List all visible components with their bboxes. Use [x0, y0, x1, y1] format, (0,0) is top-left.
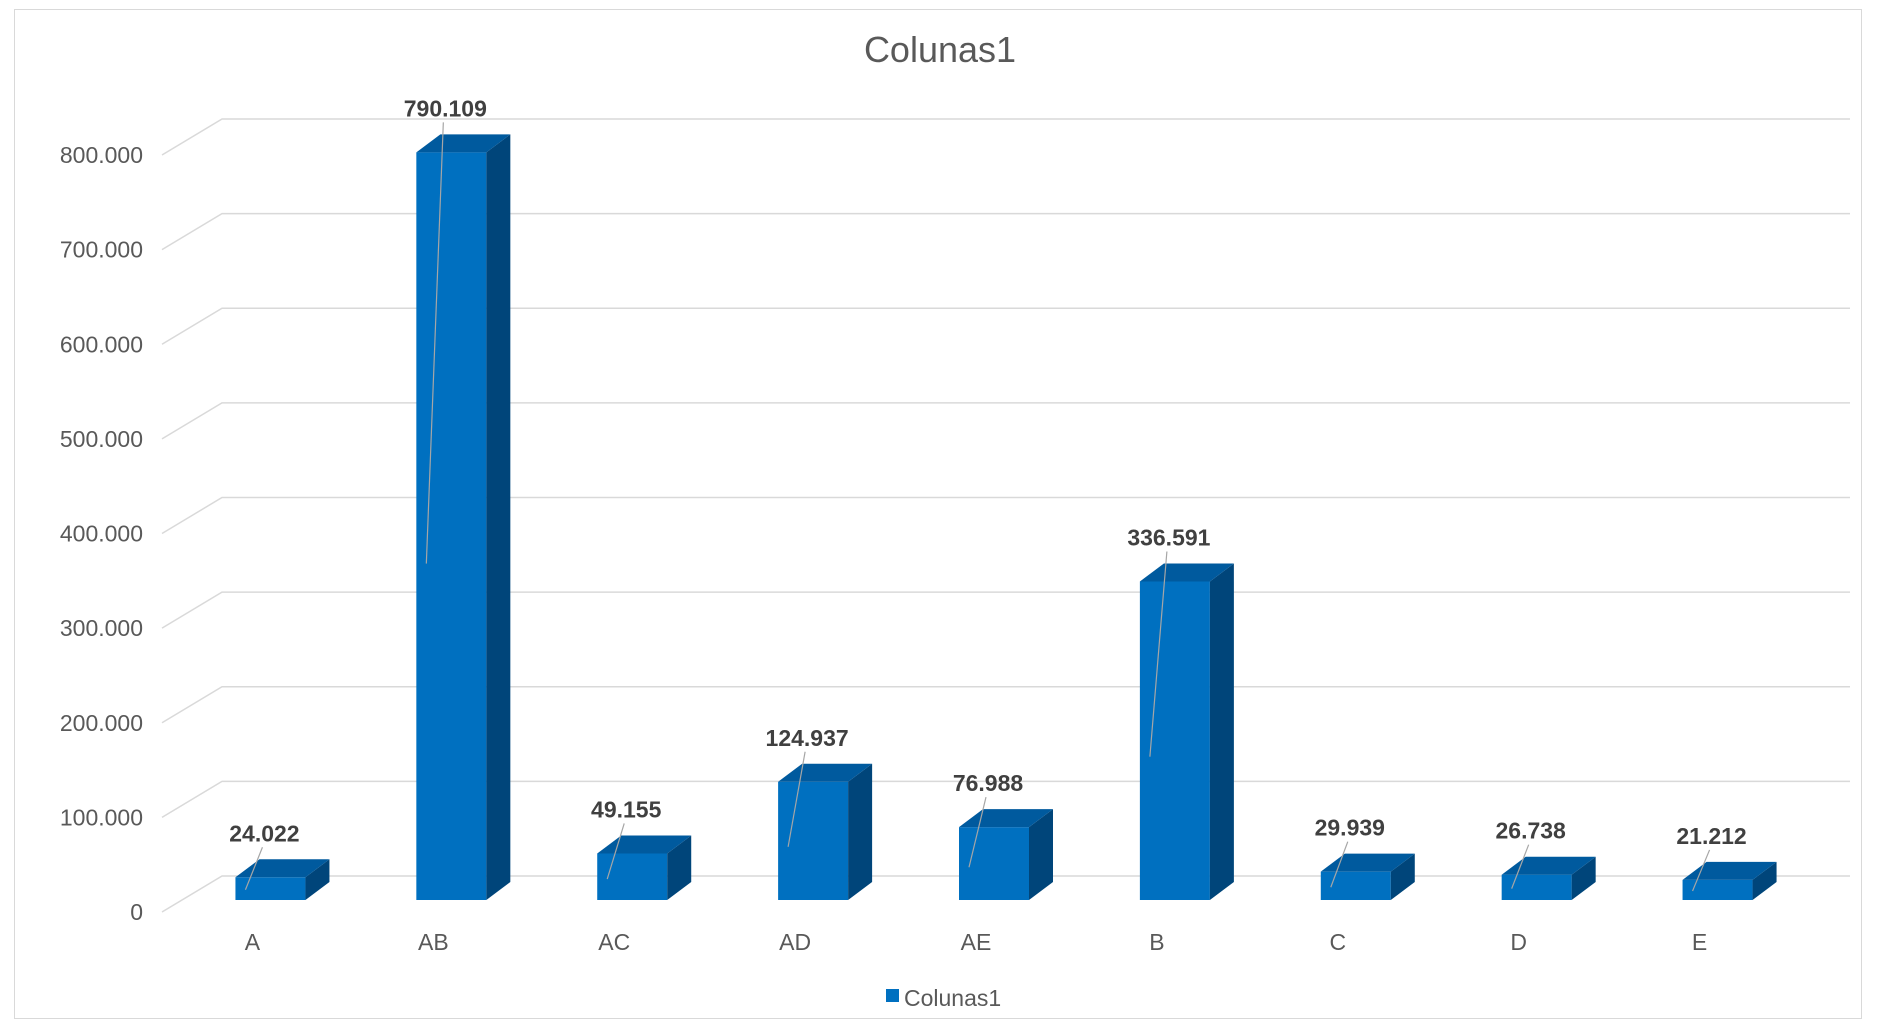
bar-e[interactable]: [1682, 861, 1777, 900]
data-label: 49.155: [591, 796, 662, 822]
bar-top: [597, 835, 692, 854]
data-label: 790.109: [404, 95, 487, 121]
data-label: 336.591: [1127, 525, 1210, 551]
category-label: AE: [961, 929, 992, 955]
leader-line: [1149, 551, 1168, 757]
bar-d[interactable]: [1501, 856, 1596, 900]
leader-line: [968, 797, 987, 868]
data-label: 76.988: [953, 770, 1024, 796]
bar-side: [1390, 853, 1415, 900]
leader-lines: [244, 122, 1711, 892]
category-label: AB: [418, 929, 449, 955]
bar-side: [1571, 856, 1596, 900]
bar-ac[interactable]: [597, 835, 692, 900]
gridline: [161, 307, 1850, 345]
data-label: 29.939: [1315, 815, 1385, 841]
y-axis-ticks: 0 100.000 200.000 300.000 400.000 500.000 600.…: [60, 142, 143, 925]
x-axis-categories: A AB AC AD AE B C D E: [245, 929, 1707, 955]
bar-side: [667, 835, 692, 900]
leader-line: [1511, 844, 1530, 889]
bar-front: [235, 877, 306, 900]
bar-top: [1501, 856, 1596, 875]
y-tick-label: 200.000: [60, 710, 143, 736]
leader-line: [1692, 849, 1711, 892]
bar-a[interactable]: [235, 859, 330, 900]
leader-line: [606, 823, 625, 880]
bar-top: [1682, 861, 1777, 880]
bar-front: [1320, 871, 1391, 900]
category-label: E: [1692, 929, 1707, 955]
y-tick-label: 700.000: [60, 237, 143, 263]
y-tick-label: 100.000: [60, 804, 143, 830]
bar-ae[interactable]: [959, 809, 1053, 900]
gridline: [161, 591, 1850, 629]
category-label: AC: [598, 929, 630, 955]
bar-side: [1209, 563, 1234, 900]
y-tick-label: 500.000: [60, 426, 143, 452]
y-tick-label: 400.000: [60, 521, 143, 547]
category-label: A: [245, 929, 261, 955]
category-label: D: [1510, 929, 1527, 955]
y-tick-label: 0: [130, 899, 143, 925]
bar-front: [959, 827, 1029, 900]
data-label: 21.212: [1676, 823, 1746, 849]
data-labels: 24.022 790.109 49.155 124.937 76.988 336.591 2…: [229, 95, 1746, 849]
leader-line: [244, 847, 264, 890]
gridline: [161, 118, 1850, 156]
leader-line: [425, 122, 444, 564]
gridline: [161, 780, 1850, 819]
bar-front: [1682, 879, 1753, 900]
chart-frame: [14, 9, 1862, 1019]
y-tick-label: 800.000: [60, 142, 143, 168]
bar-ab[interactable]: [416, 134, 511, 900]
bar-side: [486, 134, 511, 900]
bar-top: [416, 134, 511, 153]
data-label: 26.738: [1495, 818, 1566, 844]
category-label: AD: [779, 929, 811, 955]
gridlines: [161, 118, 1850, 913]
bar-top: [235, 859, 330, 878]
gridline: [161, 402, 1850, 440]
gridline: [161, 875, 1850, 913]
chart-title: Colunas1: [864, 29, 1016, 70]
category-label: C: [1329, 929, 1346, 955]
bar-front: [597, 853, 668, 900]
bar-side: [1752, 861, 1777, 900]
data-label: 124.937: [766, 725, 849, 751]
bar-side: [848, 763, 873, 900]
leader-line: [1330, 841, 1349, 888]
bar-side: [1029, 809, 1053, 900]
data-label: 24.022: [229, 820, 299, 846]
bar-ad[interactable]: [778, 763, 873, 900]
legend[interactable]: Colunas1: [886, 985, 1001, 1011]
legend-label: Colunas1: [904, 985, 1001, 1011]
bar-top: [1320, 853, 1415, 872]
category-label: B: [1149, 929, 1164, 955]
legend-swatch: [886, 989, 899, 1002]
gridline: [161, 686, 1850, 724]
y-tick-label: 600.000: [60, 331, 143, 357]
gridline: [161, 212, 1850, 251]
bar-top: [1139, 563, 1234, 582]
gridline: [161, 496, 1850, 535]
bar-c[interactable]: [1320, 853, 1415, 900]
leader-line: [787, 751, 806, 847]
bar-front: [1139, 581, 1210, 900]
bar-b[interactable]: [1139, 563, 1234, 900]
bar-front: [416, 152, 487, 900]
bar-side: [305, 859, 330, 900]
y-tick-label: 300.000: [60, 615, 143, 641]
bar-front: [1501, 874, 1572, 900]
